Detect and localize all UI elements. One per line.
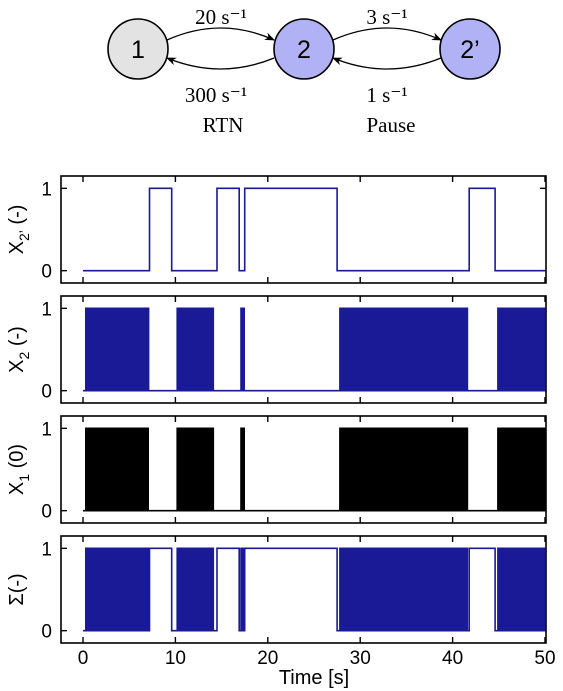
y-axis-label: X2 (-) [6,326,32,373]
y-axis-label: X2’ (-) [6,205,32,255]
x-axis-title: Time [s] [279,667,349,689]
arrow-2prime-to-2 [332,57,442,70]
state-2-label: 2 [297,36,311,64]
series-trace [83,547,546,632]
state-diagram: 1 2 2’ 20 s⁻¹ 300 s⁻¹ 3 s⁻¹ 1 s⁻¹ RTN Pa… [107,5,501,137]
y-tick-label: 1 [41,179,52,200]
x-tick-label: 30 [350,648,371,669]
y-tick-label: 0 [41,382,52,403]
rtn-label: RTN [203,113,244,137]
panel-frame [60,295,547,404]
panel-1: 0 1 X2’ (-) [6,175,547,284]
x-tick-label: 20 [257,648,278,669]
series-trace [83,427,546,512]
state-1-label: 1 [131,36,145,64]
rate-2prime-to-2: 1 s⁻¹ [366,83,407,107]
time-trace-panels: 0 1 X2’ (-) 0 1 X2 (-) 0 1 X1 (0) 0 1 Σ(-) [6,175,547,644]
panel-frame [60,415,547,524]
arrow-1-to-2 [166,27,275,41]
y-tick-label: 1 [41,539,52,560]
series-trace [83,307,546,392]
panel-frame [60,535,547,644]
x-tick-label: 0 [78,648,89,669]
x-tick-label: 50 [534,648,555,669]
panel-frame [60,175,547,284]
state-2prime-circle [439,18,501,80]
y-axis-label: Σ(-) [6,573,28,605]
arrow-2-to-1 [166,57,275,70]
x-axis: Time [s] 0 10 20 30 40 50 [78,648,556,689]
arrow-2-to-2prime [332,27,442,41]
series-trace [83,187,545,272]
y-tick-label: 1 [41,419,52,440]
rate-1-to-2: 20 s⁻¹ [195,5,247,29]
rate-2-to-2prime: 3 s⁻¹ [366,5,407,29]
x-tick-label: 10 [165,648,186,669]
state-2prime-label: 2’ [460,36,479,64]
panel-4: 0 1 Σ(-) [6,535,547,644]
y-tick-label: 0 [41,262,52,283]
state-2-circle [273,18,335,80]
panel-3: 0 1 X1 (0) [6,415,547,524]
pause-label: Pause [367,113,416,137]
y-tick-label: 0 [41,502,52,523]
panel-2: 0 1 X2 (-) [6,295,547,404]
y-tick-label: 1 [41,299,52,320]
y-axis-label: X1 (0) [6,444,32,495]
x-tick-label: 40 [442,648,463,669]
state-1-circle [107,18,169,80]
rate-2-to-1: 300 s⁻¹ [185,83,247,107]
y-tick-label: 0 [41,622,52,643]
